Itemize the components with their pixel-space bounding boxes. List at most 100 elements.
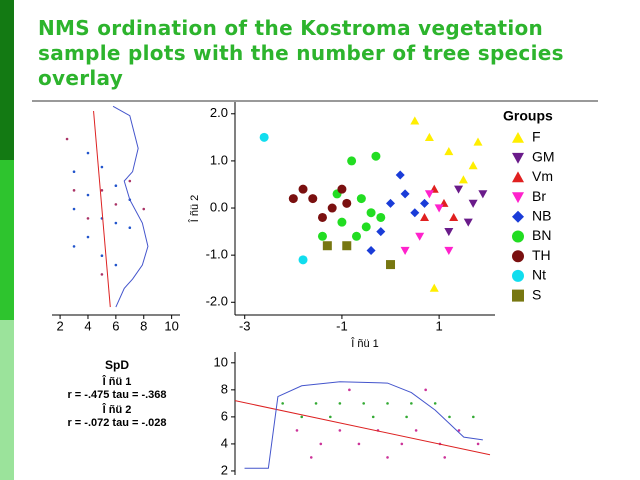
x-tick-label: 2 [56, 318, 63, 333]
legend-label: TH [532, 247, 551, 263]
marker [298, 184, 308, 194]
marker [342, 198, 352, 208]
marker [463, 218, 473, 227]
marker [128, 179, 132, 183]
marker [281, 402, 284, 405]
marker [424, 388, 427, 392]
legend-marker [512, 171, 524, 183]
marker [357, 442, 361, 446]
marker [457, 429, 461, 432]
marker [356, 194, 366, 204]
marker [478, 190, 488, 199]
marker [400, 189, 410, 199]
marker [295, 429, 299, 432]
marker [128, 226, 132, 230]
marker [100, 189, 104, 192]
y-tick-label: 6 [221, 408, 228, 423]
marker [351, 231, 361, 241]
marker [386, 456, 389, 459]
y-tick-label: 4 [221, 435, 228, 450]
marker [433, 402, 437, 405]
marker [376, 227, 386, 237]
y-tick-label: 2.0 [210, 105, 228, 120]
y-tick-label: -2.0 [206, 294, 228, 309]
marker [72, 245, 76, 248]
x-tick-label: 8 [140, 318, 147, 333]
accent-bar [0, 0, 14, 160]
stats-label: Î ñü 2 [102, 403, 132, 416]
marker [361, 222, 371, 232]
marker [468, 199, 478, 208]
marker [86, 217, 90, 220]
marker [444, 246, 454, 255]
marker [448, 415, 451, 419]
marker [114, 221, 118, 225]
legend-marker [512, 230, 524, 243]
marker [317, 212, 327, 222]
x-tick-label: 1 [435, 318, 442, 333]
marker [444, 146, 454, 156]
accent-bar [0, 320, 14, 480]
marker [298, 255, 308, 265]
marker [472, 415, 475, 419]
marker [458, 175, 468, 184]
accent-bar [0, 160, 14, 320]
marker [424, 132, 434, 141]
legend-label: BN [532, 227, 551, 243]
marker [72, 207, 76, 211]
marker [400, 442, 404, 446]
x-tick-label: 4 [84, 318, 91, 333]
y-tick-label: -1.0 [206, 247, 228, 262]
y-axis-label: Î ñü 2 [188, 195, 201, 224]
marker [309, 456, 313, 459]
marker [337, 217, 347, 227]
legend-marker [512, 289, 524, 302]
legend-marker [512, 250, 524, 263]
y-tick-label: 0.0 [210, 199, 228, 214]
marker [259, 132, 269, 142]
line [234, 400, 491, 456]
marker [454, 185, 464, 194]
marker [395, 170, 405, 180]
panel [50, 104, 182, 330]
legend-label: GM [532, 148, 555, 164]
marker [420, 212, 430, 222]
marker [366, 208, 376, 218]
marker [476, 442, 480, 446]
slide-title: NMS ordination of the Kostroma vegetatio… [38, 16, 564, 90]
marker [444, 227, 454, 237]
x-axis-label: Î ñü 1 [350, 337, 379, 350]
marker [376, 212, 386, 222]
marker [72, 189, 76, 192]
marker [473, 137, 483, 146]
marker [424, 190, 434, 199]
marker [338, 402, 342, 405]
marker [347, 156, 357, 166]
y-tick-label: 10 [214, 354, 228, 369]
legend-label: Br [532, 188, 546, 204]
marker [410, 402, 413, 405]
line [112, 105, 149, 308]
x-tick-label: -1 [336, 318, 348, 333]
legend-marker [512, 132, 524, 143]
stats-value: r = -.475 tau = -.368 [67, 389, 166, 401]
marker [371, 151, 381, 161]
marker [288, 194, 298, 204]
marker [114, 184, 118, 187]
marker [100, 165, 104, 169]
marker [142, 207, 146, 211]
marker [429, 283, 439, 292]
line [244, 381, 483, 469]
legend-label: S [532, 286, 541, 302]
marker [86, 235, 90, 239]
marker [72, 170, 76, 173]
marker [329, 415, 332, 419]
marker [443, 456, 447, 459]
marker [300, 415, 304, 419]
marker [414, 429, 418, 432]
marker [322, 241, 332, 251]
marker [100, 273, 104, 276]
marker [317, 231, 327, 241]
marker [338, 429, 342, 432]
